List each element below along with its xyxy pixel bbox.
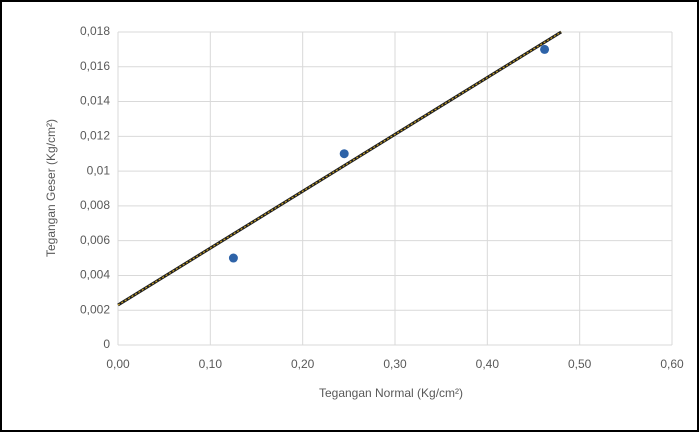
x-tick-label: 0,60	[660, 357, 684, 371]
y-tick-label: 0,014	[80, 94, 110, 108]
y-tick-label: 0,016	[80, 59, 110, 73]
x-tick-label: 0,10	[199, 357, 223, 371]
x-tick-label: 0,00	[106, 357, 130, 371]
trendline-dash	[117, 31, 562, 306]
y-tick-label: 0,008	[80, 198, 110, 212]
point	[540, 44, 550, 54]
x-tick-label: 0,40	[476, 357, 500, 371]
y-tick-label: 0	[103, 337, 110, 351]
x-tick-label: 0,50	[568, 357, 592, 371]
x-tick-label: 0,20	[291, 357, 315, 371]
y-tick-label: 0,012	[80, 129, 110, 143]
x-axis-title: Tegangan Normal (Kg/cm²)	[319, 386, 463, 400]
point	[228, 253, 238, 263]
y-tick-label: 0,018	[80, 24, 110, 38]
y-tick-label: 0,002	[80, 302, 110, 316]
y-tick-label: 0,006	[80, 233, 110, 247]
y-tick-label: 0,004	[80, 268, 110, 282]
point	[339, 149, 349, 159]
y-axis-title: Tegangan Geser (Kg/cm²)	[44, 119, 58, 257]
y-tick-label: 0,01	[87, 163, 111, 177]
x-tick-label: 0,30	[383, 357, 407, 371]
